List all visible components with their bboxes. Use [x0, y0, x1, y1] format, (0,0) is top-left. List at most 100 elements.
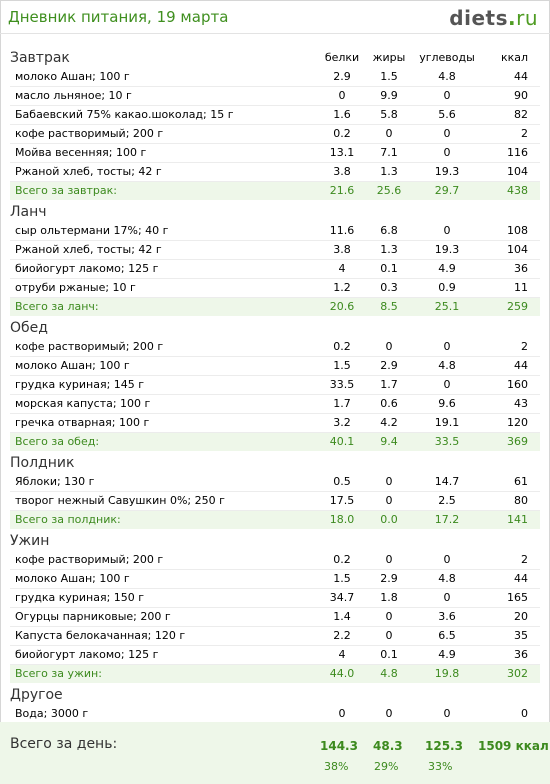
food-protein: 4 — [318, 645, 366, 665]
food-row[interactable]: Бабаевский 75% какао.шоколад; 15 г 1.6 5.8… — [10, 105, 540, 125]
food-row[interactable]: биойогурт лакомо; 125 г 4 0.1 4.9 36 — [10, 645, 540, 665]
food-protein: 1.6 — [318, 105, 366, 125]
logo-tld: ru — [516, 6, 538, 30]
food-row[interactable]: грудка куриная; 150 г 34.7 1.8 0 165 — [10, 588, 540, 608]
food-row[interactable]: кофе растворимый; 200 г 0.2 0 0 2 — [10, 338, 540, 357]
food-row[interactable]: кофе растворимый; 200 г 0.2 0 0 2 — [10, 124, 540, 144]
meal-header-spacer — [318, 529, 540, 551]
meal-total-fat: 4.8 — [366, 664, 412, 683]
food-name: кофе растворимый; 200 г — [10, 124, 318, 144]
food-kcal: 2 — [482, 551, 540, 570]
food-fat: 4.2 — [366, 413, 412, 433]
food-name: молоко Ашан; 100 г — [10, 569, 318, 589]
site-logo[interactable]: diets.ru — [449, 6, 538, 30]
food-carbs: 19.1 — [412, 413, 482, 433]
food-carbs: 2.5 — [412, 491, 482, 511]
meal-total-kcal: 369 — [482, 432, 540, 451]
header-divider — [0, 33, 550, 34]
food-protein: 11.6 — [318, 222, 366, 241]
food-carbs: 0 — [412, 86, 482, 106]
day-total-panel: Всего за день: 144.3 48.3 125.3 1509 кка… — [0, 722, 550, 784]
food-row[interactable]: Яблоки; 130 г 0.5 0 14.7 61 — [10, 473, 540, 492]
food-kcal: 35 — [482, 626, 540, 646]
food-kcal: 36 — [482, 645, 540, 665]
food-protein: 17.5 — [318, 491, 366, 511]
meal-total-label: Всего за обед: — [10, 432, 318, 451]
meal-total-fat: 8.5 — [366, 297, 412, 316]
meal-total-label: Всего за ужин: — [10, 664, 318, 683]
column-header-kcal: ккал — [500, 51, 528, 64]
food-carbs: 9.6 — [412, 394, 482, 414]
column-header-fat: жиры — [372, 51, 406, 64]
food-row[interactable]: Мойва весенняя; 100 г 13.1 7.1 0 116 — [10, 143, 540, 163]
food-protein: 1.4 — [318, 607, 366, 627]
food-name: отруби ржаные; 10 г — [10, 278, 318, 298]
food-name: масло льняное; 10 г — [10, 86, 318, 106]
food-fat: 1.3 — [366, 240, 412, 260]
meal-total-carbs: 17.2 — [412, 510, 482, 529]
food-name: творог нежный Савушкин 0%; 250 г — [10, 491, 318, 511]
food-row[interactable]: кофе растворимый; 200 г 0.2 0 0 2 — [10, 551, 540, 570]
food-row[interactable]: биойогурт лакомо; 125 г 4 0.1 4.9 36 — [10, 259, 540, 279]
food-carbs: 19.3 — [412, 240, 482, 260]
food-row[interactable]: Ржаной хлеб, тосты; 42 г 3.8 1.3 19.3 104 — [10, 240, 540, 260]
food-protein: 2.2 — [318, 626, 366, 646]
food-row[interactable]: Огурцы парниковые; 200 г 1.4 0 3.6 20 — [10, 607, 540, 627]
food-row[interactable]: сыр ольтермани 17%; 40 г 11.6 6.8 0 108 — [10, 222, 540, 241]
meal-header-spacer — [318, 451, 540, 473]
meal-section-header: Ланч — [10, 200, 540, 222]
meal-total-kcal: 259 — [482, 297, 540, 316]
meal-title: Обед — [10, 320, 48, 336]
meal-section-header: Ужин — [10, 529, 540, 551]
food-row[interactable]: отруби ржаные; 10 г 1.2 0.3 0.9 11 — [10, 278, 540, 298]
food-name: Огурцы парниковые; 200 г — [10, 607, 318, 627]
meal-total-carbs: 19.8 — [412, 664, 482, 683]
food-fat: 1.8 — [366, 588, 412, 608]
food-fat: 0 — [366, 626, 412, 646]
food-row[interactable]: грудка куриная; 145 г 33.5 1.7 0 160 — [10, 375, 540, 395]
food-kcal: 2 — [482, 124, 540, 144]
food-name: Яблоки; 130 г — [10, 473, 318, 492]
food-kcal: 36 — [482, 259, 540, 279]
food-name: гречка отварная; 100 г — [10, 413, 318, 433]
page-header: Дневник питания, 19 марта diets.ru — [0, 0, 550, 36]
food-row[interactable]: молоко Ашан; 100 г 1.5 2.9 4.8 44 — [10, 569, 540, 589]
food-name: биойогурт лакомо; 125 г — [10, 259, 318, 279]
food-row[interactable]: творог нежный Савушкин 0%; 250 г 17.5 0 2.5… — [10, 491, 540, 511]
food-kcal: 44 — [482, 569, 540, 589]
food-kcal: 44 — [482, 68, 540, 87]
food-name: Ржаной хлеб, тосты; 42 г — [10, 240, 318, 260]
meal-total-protein: 18.0 — [318, 510, 366, 529]
food-kcal: 20 — [482, 607, 540, 627]
food-row[interactable]: молоко Ашан; 100 г 2.9 1.5 4.8 44 — [10, 68, 540, 87]
food-name: биойогурт лакомо; 125 г — [10, 645, 318, 665]
food-kcal: 90 — [482, 86, 540, 106]
food-row[interactable]: молоко Ашан; 100 г 1.5 2.9 4.8 44 — [10, 356, 540, 376]
meal-section-header: Завтрак белки жиры углеводы ккал — [10, 46, 540, 68]
food-row[interactable]: морская капуста; 100 г 1.7 0.6 9.6 43 — [10, 394, 540, 414]
logo-dot: . — [507, 6, 517, 30]
food-fat: 0.6 — [366, 394, 412, 414]
food-name: молоко Ашан; 100 г — [10, 356, 318, 376]
food-row[interactable]: масло льняное; 10 г 0 9.9 0 90 — [10, 86, 540, 106]
food-protein: 1.2 — [318, 278, 366, 298]
food-kcal: 2 — [482, 338, 540, 357]
meal-total-row: Всего за ужин: 44.0 4.8 19.8 302 — [10, 664, 540, 683]
food-protein: 3.8 — [318, 240, 366, 260]
food-kcal: 80 — [482, 491, 540, 511]
food-carbs: 0 — [412, 124, 482, 144]
meal-total-protein: 40.1 — [318, 432, 366, 451]
food-carbs: 0 — [412, 705, 482, 724]
food-protein: 13.1 — [318, 143, 366, 163]
food-protein: 1.5 — [318, 356, 366, 376]
food-row[interactable]: Капуста белокачанная; 120 г 2.2 0 6.5 35 — [10, 626, 540, 646]
food-row[interactable]: гречка отварная; 100 г 3.2 4.2 19.1 120 — [10, 413, 540, 433]
meal-header-spacer — [318, 200, 540, 222]
food-protein: 3.8 — [318, 162, 366, 182]
food-row[interactable]: Ржаной хлеб, тосты; 42 г 3.8 1.3 19.3 104 — [10, 162, 540, 182]
food-carbs: 0 — [412, 375, 482, 395]
food-protein: 1.5 — [318, 569, 366, 589]
food-protein: 3.2 — [318, 413, 366, 433]
day-total-kcal: 1509 ккал — [478, 739, 549, 753]
